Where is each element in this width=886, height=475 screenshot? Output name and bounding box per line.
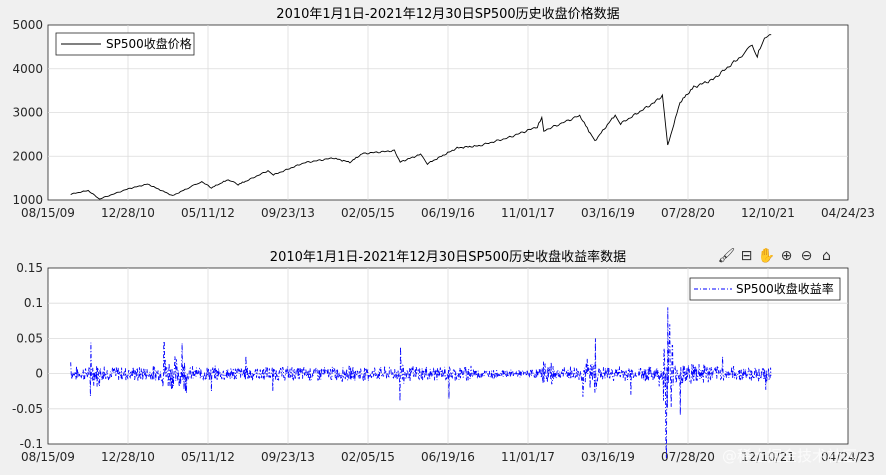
return-series-line	[70, 307, 772, 459]
return-legend: SP500收盘收益率	[689, 277, 841, 301]
y-tick-label: 3000	[12, 106, 43, 120]
x-tick-label: 06/19/16	[421, 206, 475, 220]
x-tick-label: 12/10/21	[741, 206, 795, 220]
x-tick-label: 04/24/23	[821, 206, 875, 220]
x-tick-label: 11/01/17	[501, 450, 555, 464]
y-tick-label: 2000	[12, 149, 43, 163]
x-tick-label: 07/28/20	[661, 450, 715, 464]
home-icon[interactable]: ⌂	[822, 248, 831, 264]
y-tick-label: 0.15	[16, 261, 43, 275]
price-x-ticks: 08/15/09 12/28/10 05/11/12 09/23/13 02/05/15…	[21, 206, 875, 220]
return-legend-label: SP500收盘收益率	[736, 281, 834, 296]
y-tick-label: 0.1	[24, 296, 43, 310]
return-axes: 08/15/09 12/28/10 05/11/12 09/23/13 02/05/15…	[12, 249, 875, 464]
price-legend-label: SP500收盘价格	[106, 36, 192, 51]
pan-hand-icon[interactable]: ✋	[757, 248, 776, 264]
zoom-out-icon[interactable]: ⊖	[800, 248, 813, 264]
x-tick-label: 06/19/16	[421, 450, 475, 464]
y-tick-label: -0.1	[20, 437, 43, 451]
x-tick-label: 12/28/10	[101, 450, 155, 464]
x-tick-label: 09/23/13	[261, 206, 315, 220]
price-legend: SP500收盘价格	[55, 32, 195, 56]
x-tick-label: 07/28/20	[661, 206, 715, 220]
x-tick-label: 03/16/19	[581, 450, 635, 464]
x-tick-label: 09/23/13	[261, 450, 315, 464]
data-tip-icon[interactable]: ⊟	[740, 248, 753, 264]
x-tick-label: 02/05/15	[341, 450, 395, 464]
zoom-in-icon[interactable]: ⊕	[780, 248, 793, 264]
y-tick-label: 0	[35, 367, 43, 381]
price-grid	[48, 25, 848, 200]
x-tick-label: 12/28/10	[101, 206, 155, 220]
x-tick-label: 02/05/15	[341, 206, 395, 220]
y-tick-label: 5000	[12, 18, 43, 32]
price-legend-box	[55, 32, 195, 56]
y-tick-label: 0.05	[16, 331, 43, 345]
brush-icon[interactable]: 🖌	[717, 248, 736, 264]
y-tick-label: 4000	[12, 62, 43, 76]
x-tick-label: 08/15/09	[21, 450, 75, 464]
return-x-ticks: 08/15/09 12/28/10 05/11/12 09/23/13 02/05/15…	[21, 450, 875, 464]
return-grid	[48, 268, 848, 444]
price-series-line	[70, 34, 772, 200]
return-y-ticks: -0.1 -0.05 0 0.05 0.1 0.15	[12, 261, 43, 451]
y-tick-label: 1000	[12, 193, 43, 207]
x-tick-label: 11/01/17	[501, 206, 555, 220]
price-y-ticks: 1000 2000 3000 4000 5000	[12, 18, 43, 207]
price-axes: 08/15/09 12/28/10 05/11/12 09/23/13 02/05/15…	[12, 6, 875, 220]
axes-toolbar: 🖌 ⊟ ✋ ⊕ ⊖ ⌂	[718, 246, 835, 266]
watermark: @稀土掘金技术社区	[722, 447, 858, 465]
x-tick-label: 08/15/09	[21, 206, 75, 220]
return-chart-title: 2010年1月1日-2021年12月30日SP500历史收盘收益率数据	[270, 249, 626, 265]
x-tick-label: 03/16/19	[581, 206, 635, 220]
return-legend-box	[689, 277, 841, 301]
price-chart-title: 2010年1月1日-2021年12月30日SP500历史收盘价格数据	[276, 6, 619, 22]
x-tick-label: 12/10/21	[741, 450, 795, 464]
x-tick-label: 05/11/12	[181, 206, 235, 220]
y-tick-label: -0.05	[12, 402, 43, 416]
x-tick-label: 05/11/12	[181, 450, 235, 464]
x-tick-label: 04/24/23	[821, 450, 875, 464]
